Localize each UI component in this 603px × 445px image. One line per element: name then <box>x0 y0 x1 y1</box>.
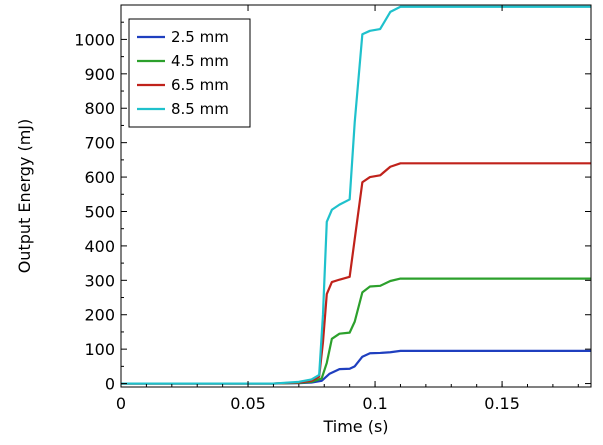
plot-area <box>120 4 592 388</box>
legend-label-4-5-mm: 4.5 mm <box>171 52 229 70</box>
y-tick-label: 900 <box>84 65 115 84</box>
x-tick-label: 0 <box>116 394 126 413</box>
series-line-2-5-mm <box>121 349 591 385</box>
y-tick-label: 500 <box>84 202 115 221</box>
legend: 2.5 mm 4.5 mm 6.5 mm 8.5 mm <box>128 18 251 128</box>
y-tick-label: 800 <box>84 99 115 118</box>
y-tick-label: 1000 <box>74 30 115 49</box>
y-tick-label: 600 <box>84 168 115 187</box>
y-axis-label: Output Energy (mJ) <box>15 119 34 274</box>
x-tick-label: 0.05 <box>230 394 266 413</box>
y-tick-label: 0 <box>105 375 115 394</box>
legend-label-8-5-mm: 8.5 mm <box>171 100 229 118</box>
x-axis-label: Time (s) <box>322 417 388 436</box>
y-tick-label: 100 <box>84 340 115 359</box>
y-tick-label: 700 <box>84 134 115 153</box>
y-axis: 0 100 200 300 400 500 600 700 800 900 1000 <box>74 21 591 394</box>
series-line-6-5-mm <box>121 162 591 385</box>
plot-frame <box>120 4 592 388</box>
legend-label-2-5-mm: 2.5 mm <box>171 28 229 46</box>
legend-label-6-5-mm: 6.5 mm <box>171 76 229 94</box>
y-tick-label: 300 <box>84 271 115 290</box>
x-axis: 0 0.05 0.1 0.15 <box>116 5 579 413</box>
y-tick-label: 400 <box>84 237 115 256</box>
x-tick-label: 0.15 <box>484 394 520 413</box>
series-lines <box>121 5 591 385</box>
x-tick-label: 0.1 <box>362 394 387 413</box>
series-line-4-5-mm <box>121 277 591 385</box>
series-line-8-5-mm <box>121 5 591 385</box>
y-tick-label: 200 <box>84 306 115 325</box>
